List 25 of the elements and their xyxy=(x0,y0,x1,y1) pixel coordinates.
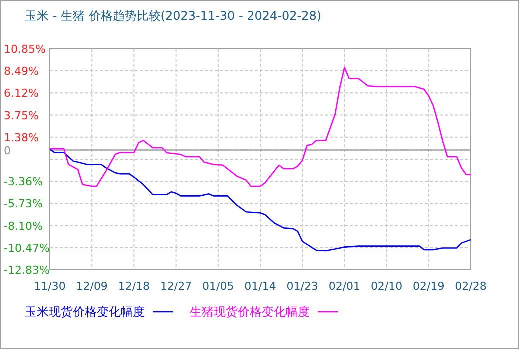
xtick: 02/19 xyxy=(413,280,445,293)
title: 玉米 - 生猪 价格趋势比较(2023-11-30 - 2024-02-28) xyxy=(25,9,322,23)
xtick: 01/05 xyxy=(202,280,234,293)
ytick: 10.85% xyxy=(4,43,46,56)
ytick: 1.38% xyxy=(4,131,39,144)
ytick: 3.75% xyxy=(4,109,39,122)
legend: 生猪现货价格变化幅度 xyxy=(190,305,310,319)
xtick: 12/27 xyxy=(160,280,192,293)
ytick: -5.73% xyxy=(4,198,43,211)
xtick: 01/14 xyxy=(244,280,276,293)
ytick: -12.83% xyxy=(4,264,50,277)
xtick: 02/10 xyxy=(370,280,403,293)
legend: 玉米现货价格变化幅度 xyxy=(25,305,145,319)
xtick: 12/09 xyxy=(76,280,108,293)
ytick: -10.47% xyxy=(4,242,50,255)
xtick: 01/23 xyxy=(286,280,318,293)
xtick: 02/01 xyxy=(328,280,361,293)
xtick: 12/18 xyxy=(118,280,150,293)
xtick: 02/28 xyxy=(455,280,487,293)
ytick: 0 xyxy=(4,144,11,158)
ytick: 6.12% xyxy=(4,87,39,100)
ytick: -8.10% xyxy=(4,220,43,233)
ytick: 8.49% xyxy=(4,65,39,78)
xtick: 11/30 xyxy=(34,280,66,293)
ytick: -3.36% xyxy=(4,176,43,189)
